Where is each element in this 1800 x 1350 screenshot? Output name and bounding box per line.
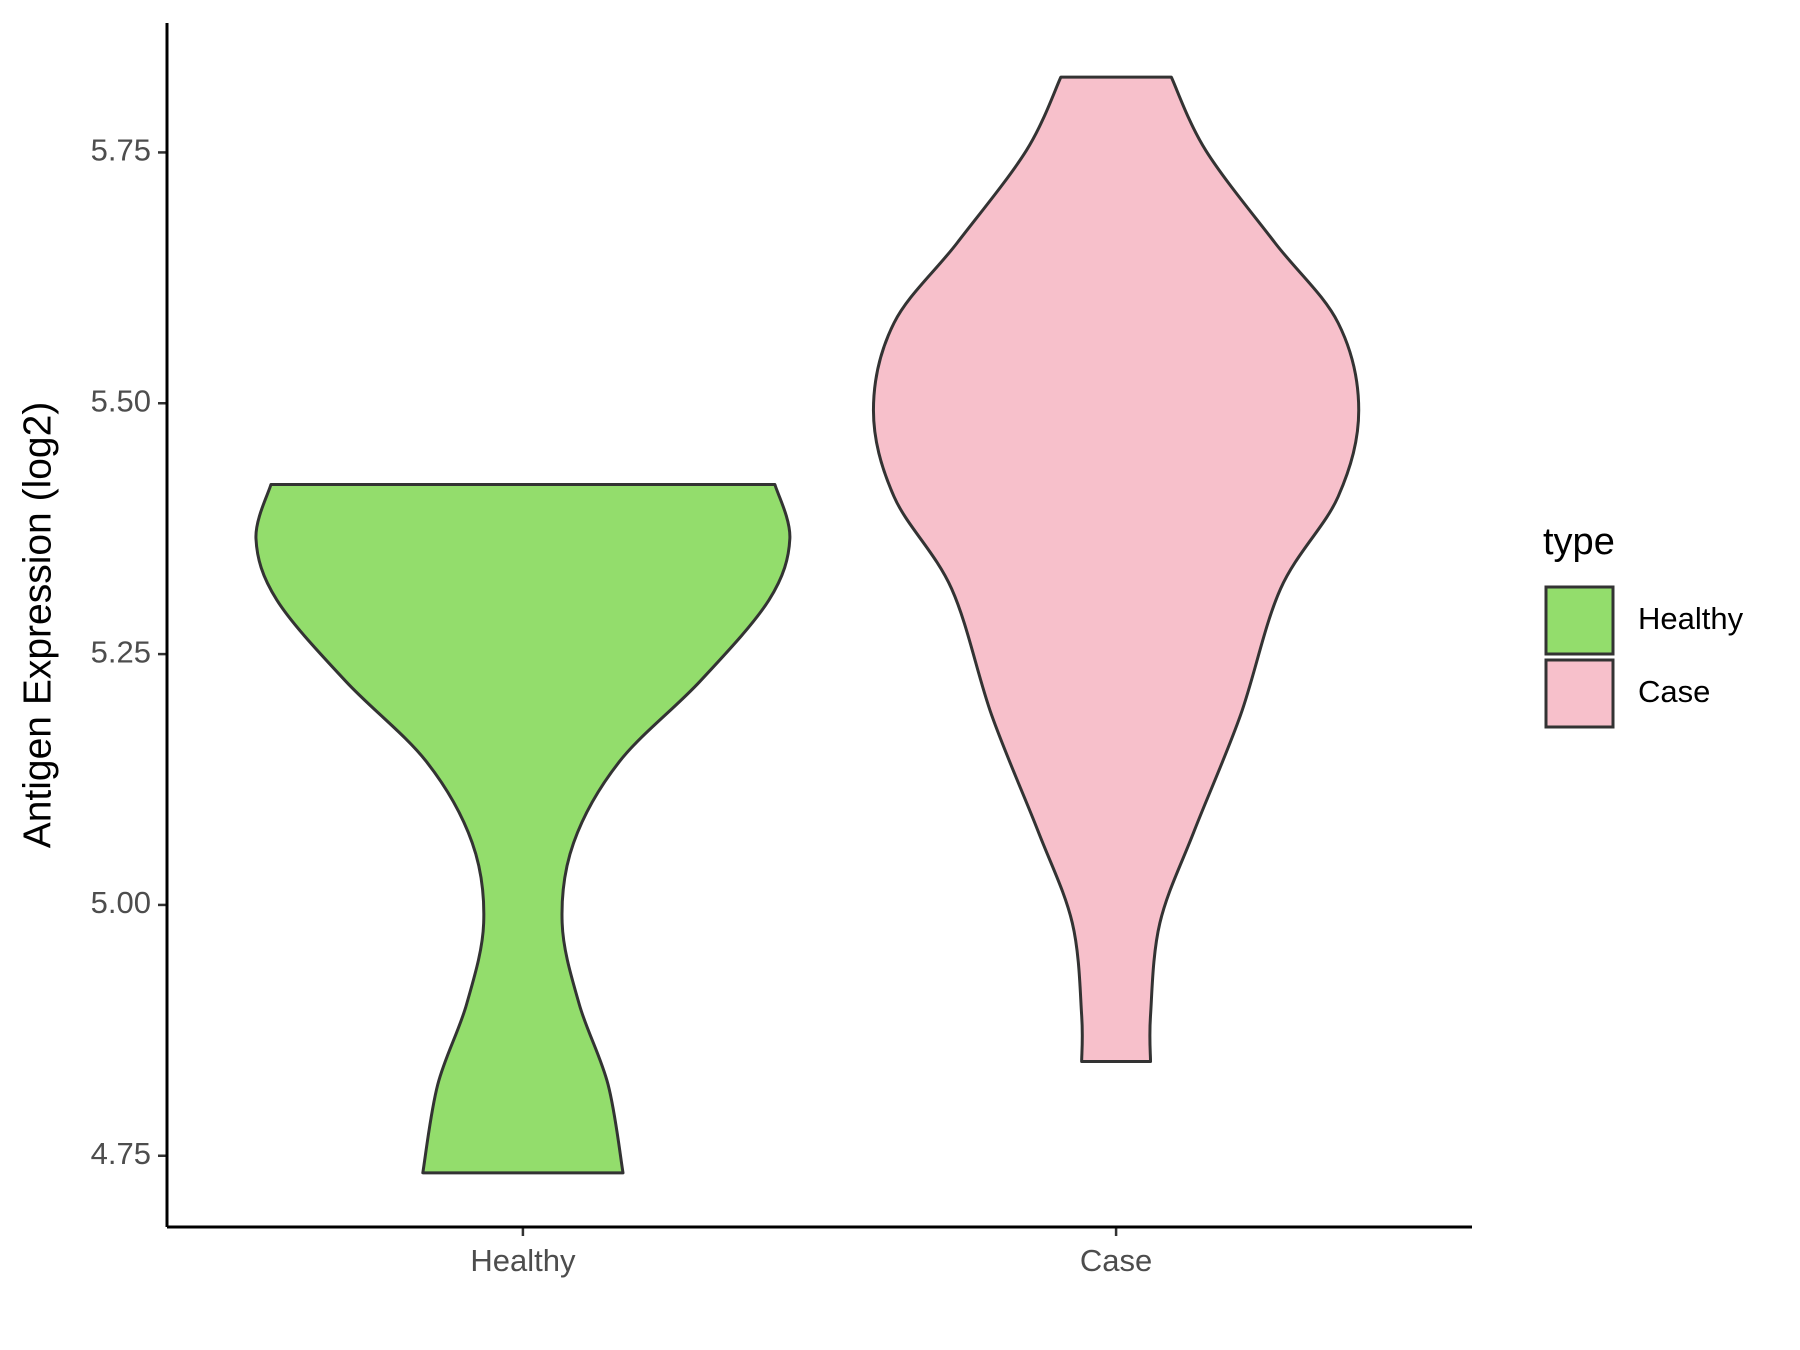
y-tick-label: 4.75 bbox=[91, 1136, 151, 1171]
violin bbox=[254, 483, 792, 1175]
x-tick-label: Healthy bbox=[470, 1243, 576, 1278]
legend-key bbox=[1544, 585, 1615, 656]
y-axis-title: Antigen Expression (log2) bbox=[16, 402, 59, 849]
violin bbox=[871, 75, 1361, 1063]
legend-title: type bbox=[1543, 521, 1615, 563]
y-tick-label: 5.75 bbox=[91, 133, 151, 168]
y-tick-label: 5.50 bbox=[91, 383, 151, 418]
y-tick-label: 5.25 bbox=[91, 634, 151, 669]
legend-label: Case bbox=[1638, 674, 1710, 709]
legend-label: Healthy bbox=[1638, 601, 1744, 636]
legend-key bbox=[1544, 658, 1615, 729]
x-tick-label: Case bbox=[1080, 1243, 1152, 1278]
y-tick-label: 5.00 bbox=[91, 885, 151, 920]
